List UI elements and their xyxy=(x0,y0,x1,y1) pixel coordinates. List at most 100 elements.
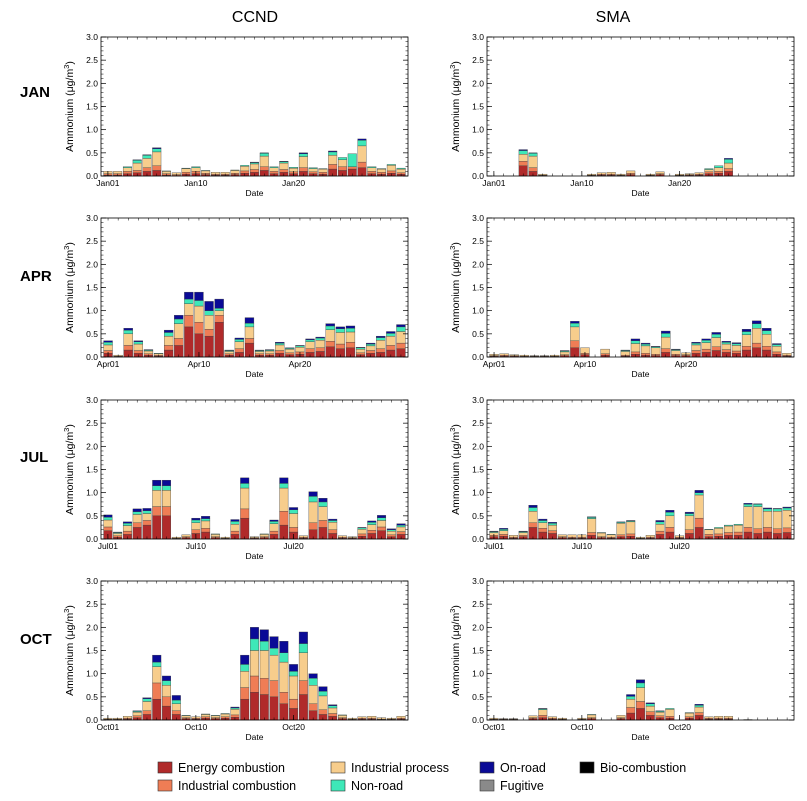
bar-segment xyxy=(655,715,665,718)
panel-ccnd-jan: 0.0 0.5 1.0 1.5 2.0 2.5 3.0 Jan01 Jan10 Jan20 Date… xyxy=(62,32,409,198)
bar-segment xyxy=(133,340,143,342)
bar-segment xyxy=(347,153,357,167)
y-tick-label: 1.0 xyxy=(472,306,484,316)
bar-segment xyxy=(152,151,162,166)
bar-segment xyxy=(665,708,675,710)
bar-segment xyxy=(355,347,366,350)
bar-segment xyxy=(244,317,255,324)
bar-segment xyxy=(721,349,731,353)
bar-segment xyxy=(305,348,315,353)
bar-segment xyxy=(194,322,204,335)
bar-segment xyxy=(230,521,240,525)
bar-segment xyxy=(661,348,671,353)
y-tick-label: 0.5 xyxy=(472,511,484,521)
bar-segment xyxy=(753,528,763,534)
bar-segment xyxy=(240,654,250,665)
bar-segment xyxy=(587,518,597,533)
bar-segment xyxy=(328,704,338,706)
bar-segment xyxy=(528,715,538,718)
bar-segment xyxy=(762,328,772,331)
bar-segment xyxy=(191,519,201,523)
bar-segment xyxy=(694,492,704,496)
bar-segment xyxy=(762,346,772,351)
bar-segment xyxy=(328,154,338,165)
bar-segment xyxy=(152,506,162,517)
y-axis-label: Ammonium (μg/m3) xyxy=(62,61,77,152)
bar-segment xyxy=(230,714,240,718)
bar-segment xyxy=(240,664,250,672)
bar-segment xyxy=(164,335,174,346)
bar-segment xyxy=(704,534,714,537)
bar-segment xyxy=(396,523,406,526)
y-tick-label: 1.5 xyxy=(472,102,484,112)
bar-segment xyxy=(630,343,641,353)
legend-label: Bio-combustion xyxy=(600,761,686,775)
bar-segment xyxy=(518,150,528,155)
panel-ccnd-oct: 0.0 0.5 1.0 1.5 2.0 2.5 3.0 Oct01 Oct10 Oct20 Date… xyxy=(62,576,409,742)
bar-segment xyxy=(733,531,743,536)
bar-segment xyxy=(123,333,133,346)
bar-segment xyxy=(240,671,250,688)
bar-segment xyxy=(318,501,328,507)
bar-segment xyxy=(103,526,113,531)
bar-segment xyxy=(240,698,250,721)
bar-segment xyxy=(132,711,142,717)
bar-segment xyxy=(295,345,305,348)
bar-segment xyxy=(259,629,269,642)
bar-segment xyxy=(570,321,580,324)
x-tick-label: Oct01 xyxy=(483,722,506,732)
legend-label: Non-road xyxy=(351,779,403,793)
x-axis-label: Date xyxy=(246,551,264,561)
y-tick-label: 1.0 xyxy=(472,125,484,135)
bar-segment xyxy=(308,171,318,174)
bar-segment xyxy=(655,521,665,525)
bar-segment xyxy=(285,348,295,354)
y-tick-label: 0.5 xyxy=(86,692,98,702)
bar-segment xyxy=(328,707,338,714)
bar-segment xyxy=(325,325,335,330)
bar-segment xyxy=(289,671,299,677)
bar-segment xyxy=(538,518,548,521)
bar-segment xyxy=(191,529,201,534)
y-tick-label: 1.0 xyxy=(86,488,98,498)
bar-segment xyxy=(376,335,386,338)
bar-segment xyxy=(132,514,142,523)
bar-segment xyxy=(741,346,752,351)
legend-label: Fugitive xyxy=(500,779,544,793)
bar-segment xyxy=(162,515,171,540)
bar-segment xyxy=(338,715,347,718)
x-axis-label: Date xyxy=(246,732,264,742)
bar-segment xyxy=(661,333,671,338)
bar-segment xyxy=(318,686,328,692)
bar-segment xyxy=(279,661,289,693)
bar-segment xyxy=(557,534,567,537)
bar-segment xyxy=(684,529,694,534)
bar-segment xyxy=(711,334,721,338)
x-tick-label: Jul20 xyxy=(669,541,690,551)
bar-segment xyxy=(724,525,733,533)
bar-segment xyxy=(528,505,538,508)
bar-segment xyxy=(250,638,259,651)
bar-segment xyxy=(214,310,224,316)
bar-segment xyxy=(386,534,396,537)
bar-segment xyxy=(123,328,133,331)
bar-segment xyxy=(308,673,318,679)
bar-segment xyxy=(142,697,152,699)
bar-segment xyxy=(152,479,162,486)
row-label-apr: APR xyxy=(20,268,52,285)
bar-segment xyxy=(279,477,289,484)
y-tick-label: 2.0 xyxy=(86,259,98,269)
x-tick-label: Jul01 xyxy=(98,541,119,551)
bar-segment xyxy=(367,171,377,174)
bar-segment xyxy=(152,682,162,700)
bar-segment xyxy=(743,504,753,507)
row-label-oct: OCT xyxy=(20,631,52,648)
y-tick-label: 1.0 xyxy=(472,488,484,498)
y-tick-label: 2.5 xyxy=(86,55,98,65)
bar-segment xyxy=(743,503,753,505)
bar-segment xyxy=(133,341,143,345)
bar-segment xyxy=(244,323,255,328)
bar-segment xyxy=(724,524,733,527)
bar-segment xyxy=(782,506,792,509)
bar-segment xyxy=(269,167,279,172)
